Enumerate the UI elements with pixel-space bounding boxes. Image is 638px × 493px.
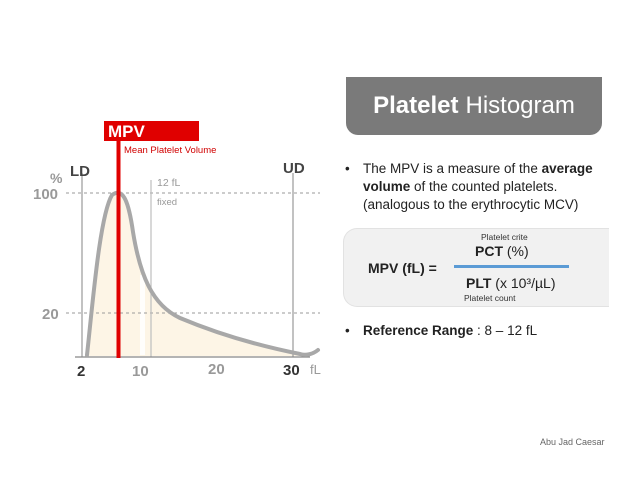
author-credit: Abu Jad Caesar xyxy=(540,437,605,447)
mpv-caption: Mean Platelet Volume xyxy=(124,145,216,156)
bullet1-line1: The MPV is a measure of the average xyxy=(363,160,613,178)
numerator-unit: (%) xyxy=(506,243,529,259)
page-title-bold: Platelet xyxy=(373,92,459,119)
bullet-marker: • xyxy=(345,323,350,338)
formula-numerator: PCT (%) xyxy=(475,243,529,259)
y-tick-100: 100 xyxy=(33,186,58,203)
histogram-curve xyxy=(85,190,320,357)
ud-label: UD xyxy=(283,160,305,177)
x-tick-2: 2 xyxy=(77,363,85,380)
page-title: Platelet Histogram xyxy=(346,77,602,135)
bullet1-line2-bold: volume xyxy=(363,179,411,194)
formula-lhs: MPV (fL) = xyxy=(368,260,437,276)
page-title-rest: Histogram xyxy=(465,92,575,119)
reference-range-value: : 8 – 12 fL xyxy=(473,323,538,338)
denominator-caption: Platelet count xyxy=(464,293,516,303)
numerator-bold: PCT xyxy=(475,243,503,259)
reference-range-label: Reference Range xyxy=(363,323,474,338)
fixed-line-value: 12 fL xyxy=(157,177,181,189)
y-unit-label: % xyxy=(50,170,63,186)
mpv-badge-label: MPV xyxy=(108,122,146,141)
bullet1-line2-text: of the counted platelets. xyxy=(410,179,558,194)
x-tick-20: 20 xyxy=(208,361,225,378)
bullet1-line3: (analogous to the erythrocytic MCV) xyxy=(363,197,579,212)
bullet1-line2: volume of the counted platelets. xyxy=(363,178,613,196)
ld-label: LD xyxy=(70,163,90,180)
denominator-bold: PLT xyxy=(466,275,492,291)
x-unit-label: fL xyxy=(310,362,321,377)
bullet1-line1-text: The MPV is a measure of the xyxy=(363,161,542,176)
x-tick-10: 10 xyxy=(132,363,149,380)
denominator-unit: (x 10³/µL) xyxy=(495,275,556,291)
bullet1-line1-bold: average xyxy=(541,161,593,176)
platelet-histogram: MPV Mean Platelet Volume % 100 20 LD UD … xyxy=(33,121,321,380)
fixed-line-note: fixed xyxy=(157,197,177,208)
fraction-bar xyxy=(454,265,569,268)
x-tick-30: 30 xyxy=(283,362,300,379)
numerator-caption: Platelet crite xyxy=(481,232,528,242)
formula-denominator: PLT (x 10³/µL) xyxy=(466,275,556,291)
mpv-badge xyxy=(104,121,199,141)
mpv-formula: Platelet crite PCT (%) MPV (fL) = PLT (x… xyxy=(343,228,609,307)
y-tick-20: 20 xyxy=(42,306,59,323)
fill-highlight-strip xyxy=(140,275,145,355)
reference-range-line: Reference Range : 8 – 12 fL xyxy=(363,322,613,340)
bullet-marker: • xyxy=(345,161,350,176)
